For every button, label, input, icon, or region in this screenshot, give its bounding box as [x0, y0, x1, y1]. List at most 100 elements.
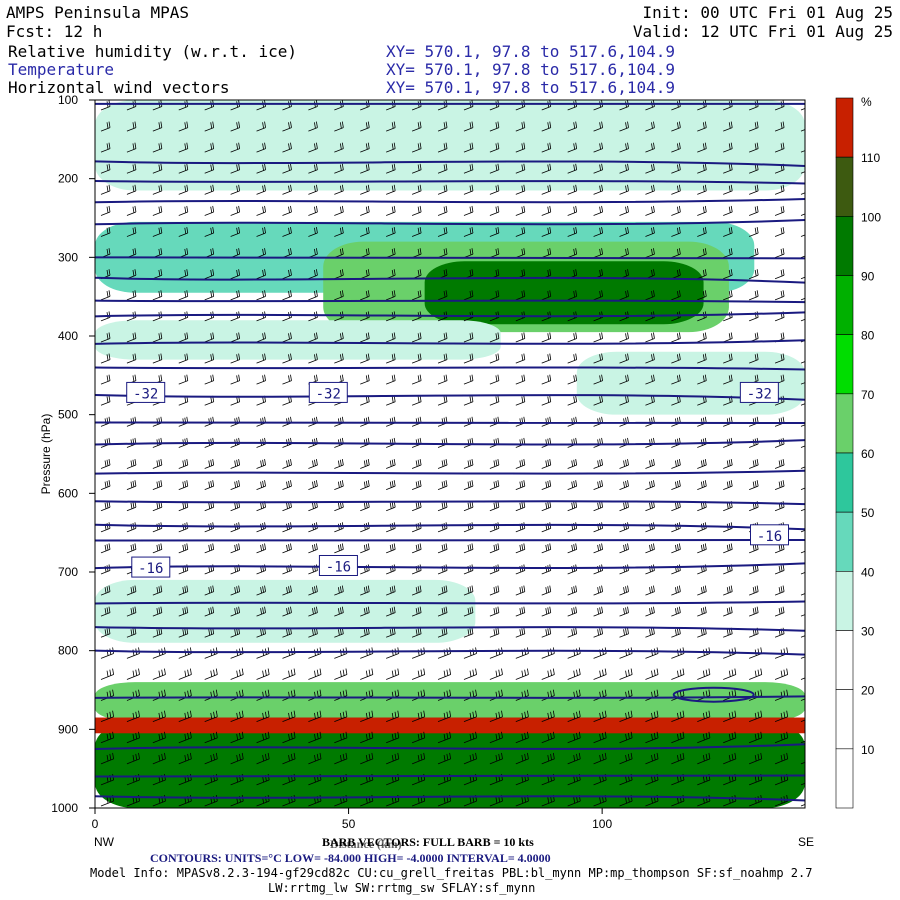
- plot-area: -32 -32 -32 -16 -16 -16: [94, 99, 806, 809]
- wind-barb: [489, 395, 500, 406]
- wind-barb: [800, 171, 805, 174]
- wind-barb: [515, 710, 529, 723]
- temperature-contour: [95, 523, 805, 531]
- wind-barb: [567, 184, 578, 195]
- wind-barb: [489, 480, 500, 491]
- wind-barb: [567, 374, 578, 385]
- wind-barb: [619, 480, 629, 491]
- wind-barb: [100, 585, 111, 596]
- wind-barb: [360, 290, 370, 301]
- wind-barb: [723, 374, 733, 385]
- wind-barb: [230, 458, 241, 469]
- wind-barb: [800, 361, 805, 364]
- wind-barb: [567, 205, 578, 216]
- wind-barb: [645, 142, 655, 153]
- wind-barb: [619, 731, 633, 744]
- colorbar-band: [835, 97, 854, 158]
- wind-barb: [230, 142, 241, 153]
- wind-barb: [256, 585, 266, 596]
- wind-barbs: [100, 100, 805, 807]
- wind-barb: [541, 752, 555, 765]
- wind-barb: [126, 606, 137, 617]
- colorbar-band: [835, 275, 854, 335]
- wind-barb: [671, 163, 681, 174]
- wind-barb: [437, 710, 452, 723]
- wind-barb: [282, 269, 292, 280]
- wind-barb: [593, 184, 603, 195]
- wind-barb: [256, 710, 270, 723]
- wind-barb: [386, 142, 396, 153]
- wind-barb: [489, 163, 500, 174]
- wind-barb: [360, 332, 370, 343]
- wind-barb: [308, 606, 318, 617]
- wind-barb: [334, 290, 344, 301]
- wind-barb: [749, 731, 763, 744]
- wind-barb: [593, 205, 603, 216]
- wind-barb: [334, 606, 344, 617]
- wind-barb: [334, 480, 344, 491]
- x-tick-label: 0: [92, 817, 99, 831]
- wind-barb: [463, 752, 477, 765]
- wind-barb: [774, 458, 785, 469]
- wind-barb: [593, 226, 603, 237]
- wind-barb: [671, 332, 681, 343]
- wind-barb: [152, 290, 163, 301]
- wind-barb: [593, 585, 603, 596]
- wind-barb: [100, 184, 111, 195]
- wind-barb: [593, 606, 603, 617]
- wind-barb: [334, 501, 344, 512]
- wind-barb: [489, 606, 500, 617]
- wind-barb: [541, 395, 552, 406]
- wind-barb: [515, 121, 526, 132]
- wind-barb: [800, 587, 805, 596]
- wind-barb: [645, 332, 655, 343]
- wind-barb: [437, 353, 448, 364]
- wind-barb: [800, 129, 805, 132]
- wind-barb: [515, 290, 526, 301]
- wind-barb: [645, 752, 659, 765]
- wind-barb: [723, 184, 733, 195]
- wind-barb: [541, 543, 552, 554]
- wind-barb: [593, 458, 603, 469]
- wind-barb: [671, 248, 681, 259]
- wind-barb: [334, 731, 348, 744]
- wind-barb: [697, 585, 707, 596]
- wind-barb: [697, 731, 711, 744]
- wind-barb: [360, 353, 370, 364]
- wind-barb: [619, 710, 633, 723]
- wind-barb: [515, 395, 526, 406]
- rh-region-9: [95, 721, 805, 808]
- wind-barb: [204, 731, 218, 744]
- wind-barb: [308, 543, 318, 554]
- wind-barb: [671, 142, 681, 153]
- wind-barb: [360, 163, 370, 174]
- wind-barb: [463, 585, 474, 596]
- model-info-line2: LW:rrtmg_lw SW:rrtmg_sw SFLAY:sf_mynn: [268, 881, 535, 895]
- rh-region-5: [95, 320, 501, 360]
- wind-barb: [178, 606, 189, 617]
- wind-barb: [152, 606, 163, 617]
- wind-barb: [230, 290, 241, 301]
- wind-barb: [515, 543, 526, 554]
- wind-barb: [230, 606, 241, 617]
- contour-label-text: -16: [326, 559, 351, 575]
- wind-barb: [723, 353, 733, 364]
- y-axis-title: Pressure (hPa): [39, 414, 53, 495]
- plot-frame: [94, 99, 806, 809]
- wind-barb: [334, 184, 344, 195]
- wind-barb: [411, 668, 426, 680]
- wind-barb: [619, 543, 629, 554]
- temperature-contour: [95, 695, 805, 699]
- wind-barb: [749, 668, 763, 680]
- contour-label-text: -32: [133, 386, 158, 402]
- wind-barb: [645, 668, 659, 680]
- wind-barb: [282, 731, 296, 744]
- wind-barb: [567, 731, 581, 744]
- wind-barb: [619, 668, 633, 680]
- wind-barb: [645, 585, 655, 596]
- wind-barb: [489, 290, 500, 301]
- y-axis: 100 200 300 400 500 600 700 800 900 1000: [51, 93, 95, 815]
- wind-barb: [541, 374, 552, 385]
- wind-barb: [723, 606, 733, 617]
- xy-range-rh: XY= 570.1, 97.8 to 517.6,104.9: [386, 42, 675, 61]
